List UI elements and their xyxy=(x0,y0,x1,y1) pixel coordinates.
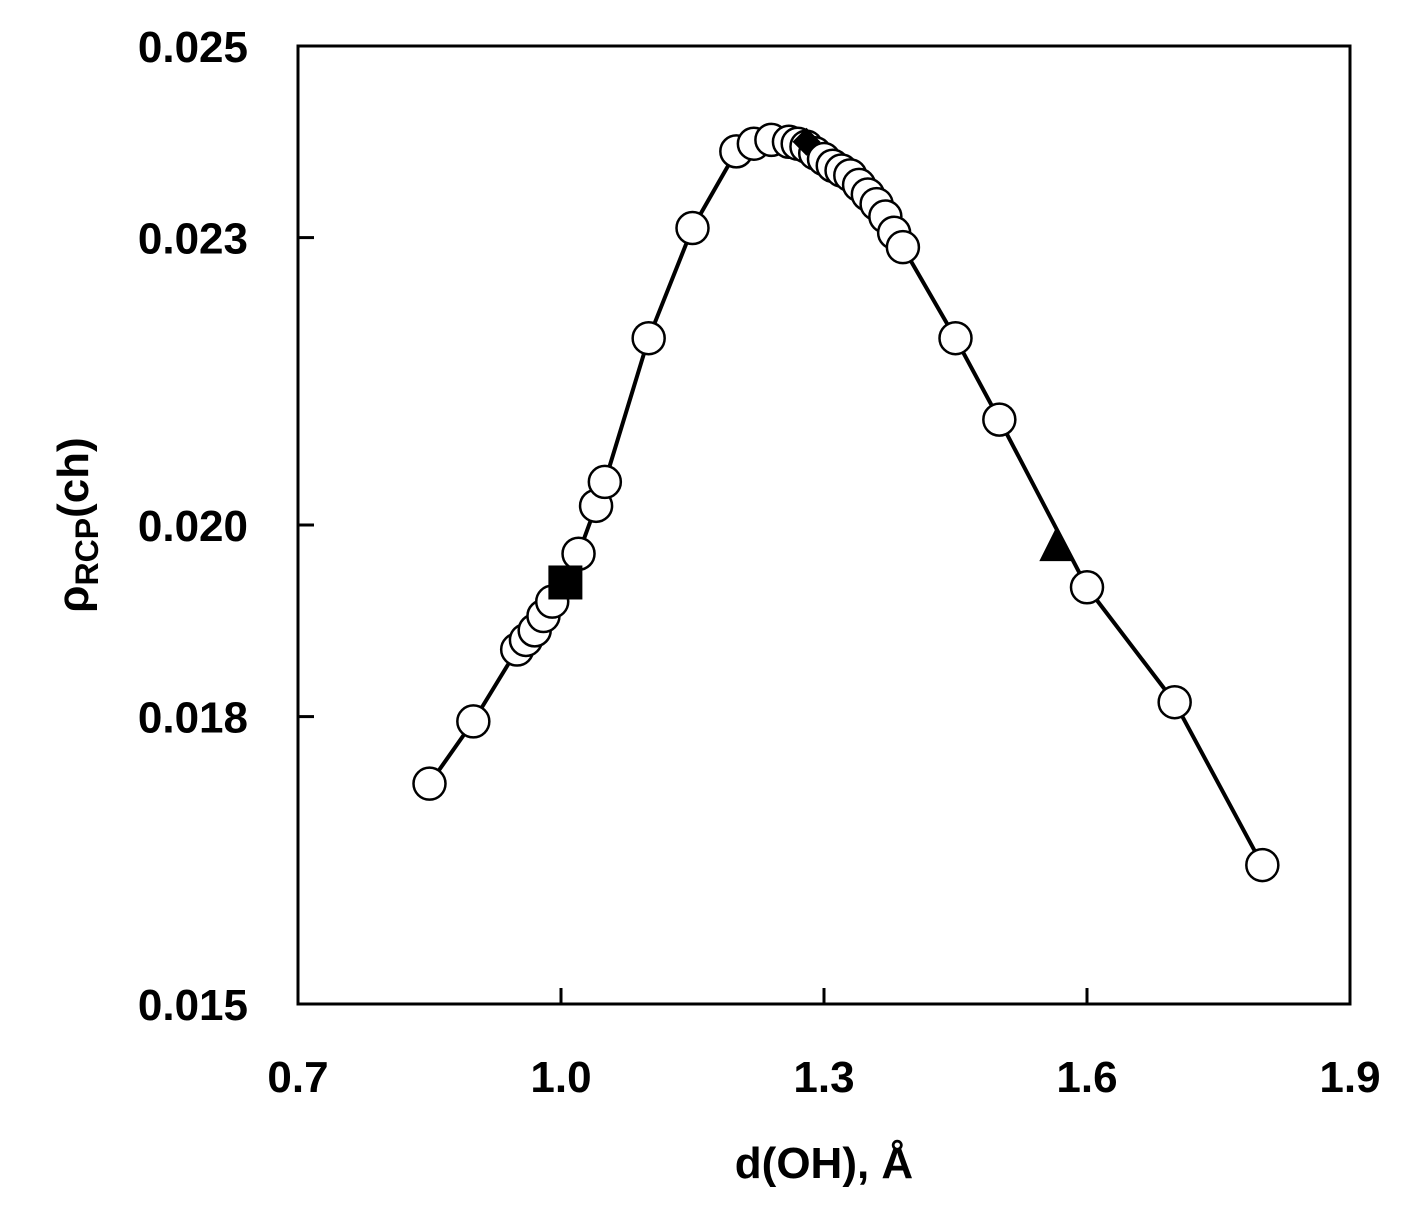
y-tick-label: 0.023 xyxy=(138,215,248,264)
x-tick-label: 1.6 xyxy=(1056,1053,1117,1102)
data-point-open-circle xyxy=(938,320,973,356)
data-point-filled-square xyxy=(548,565,583,600)
x-tick-label: 1.3 xyxy=(793,1053,854,1102)
data-point-open-circle xyxy=(1069,570,1105,605)
y-axis-title: ρRCP(ch) xyxy=(49,437,105,612)
y-tick-label: 0.015 xyxy=(138,981,248,1030)
data-point-open-circle xyxy=(982,402,1017,437)
data-point-open-circle xyxy=(561,536,596,571)
data-point-filled-triangle xyxy=(1039,527,1074,562)
data-point-open-circle xyxy=(1245,847,1280,883)
y-tick-label: 0.018 xyxy=(138,694,248,743)
data-point-open-circle xyxy=(412,766,447,801)
data-point-open-circle xyxy=(885,229,921,265)
data-point-open-circle xyxy=(456,704,491,739)
curve-group xyxy=(427,137,1265,867)
x-tick-label: 0.7 xyxy=(267,1053,328,1102)
y-tick-label: 0.025 xyxy=(138,23,248,72)
x-tick-label: 1.0 xyxy=(530,1053,591,1102)
y-axis-title-suffix: (ch) xyxy=(49,437,98,518)
data-point-open-circle xyxy=(587,464,623,500)
y-axis-title-main: ρ xyxy=(49,585,98,612)
series-line xyxy=(427,137,1265,867)
data-point-filled-diamond xyxy=(792,127,821,156)
x-tick-label: 1.9 xyxy=(1319,1053,1380,1102)
data-point-open-circle xyxy=(675,210,710,246)
data-point-open-circle xyxy=(631,320,666,356)
data-point-open-circle xyxy=(1157,684,1192,720)
y-axis-title-sub: RCP xyxy=(69,518,105,586)
ticks: 0.7 1.0 1.3 1.6 1.9 0.015 0.018 0.020 0.023 0.025 xyxy=(138,23,1381,1102)
x-axis-title: d(OH), Å xyxy=(735,1139,913,1188)
plot-frame xyxy=(296,44,1352,1006)
markers-group xyxy=(412,122,1280,883)
y-tick-label: 0.020 xyxy=(138,502,248,551)
